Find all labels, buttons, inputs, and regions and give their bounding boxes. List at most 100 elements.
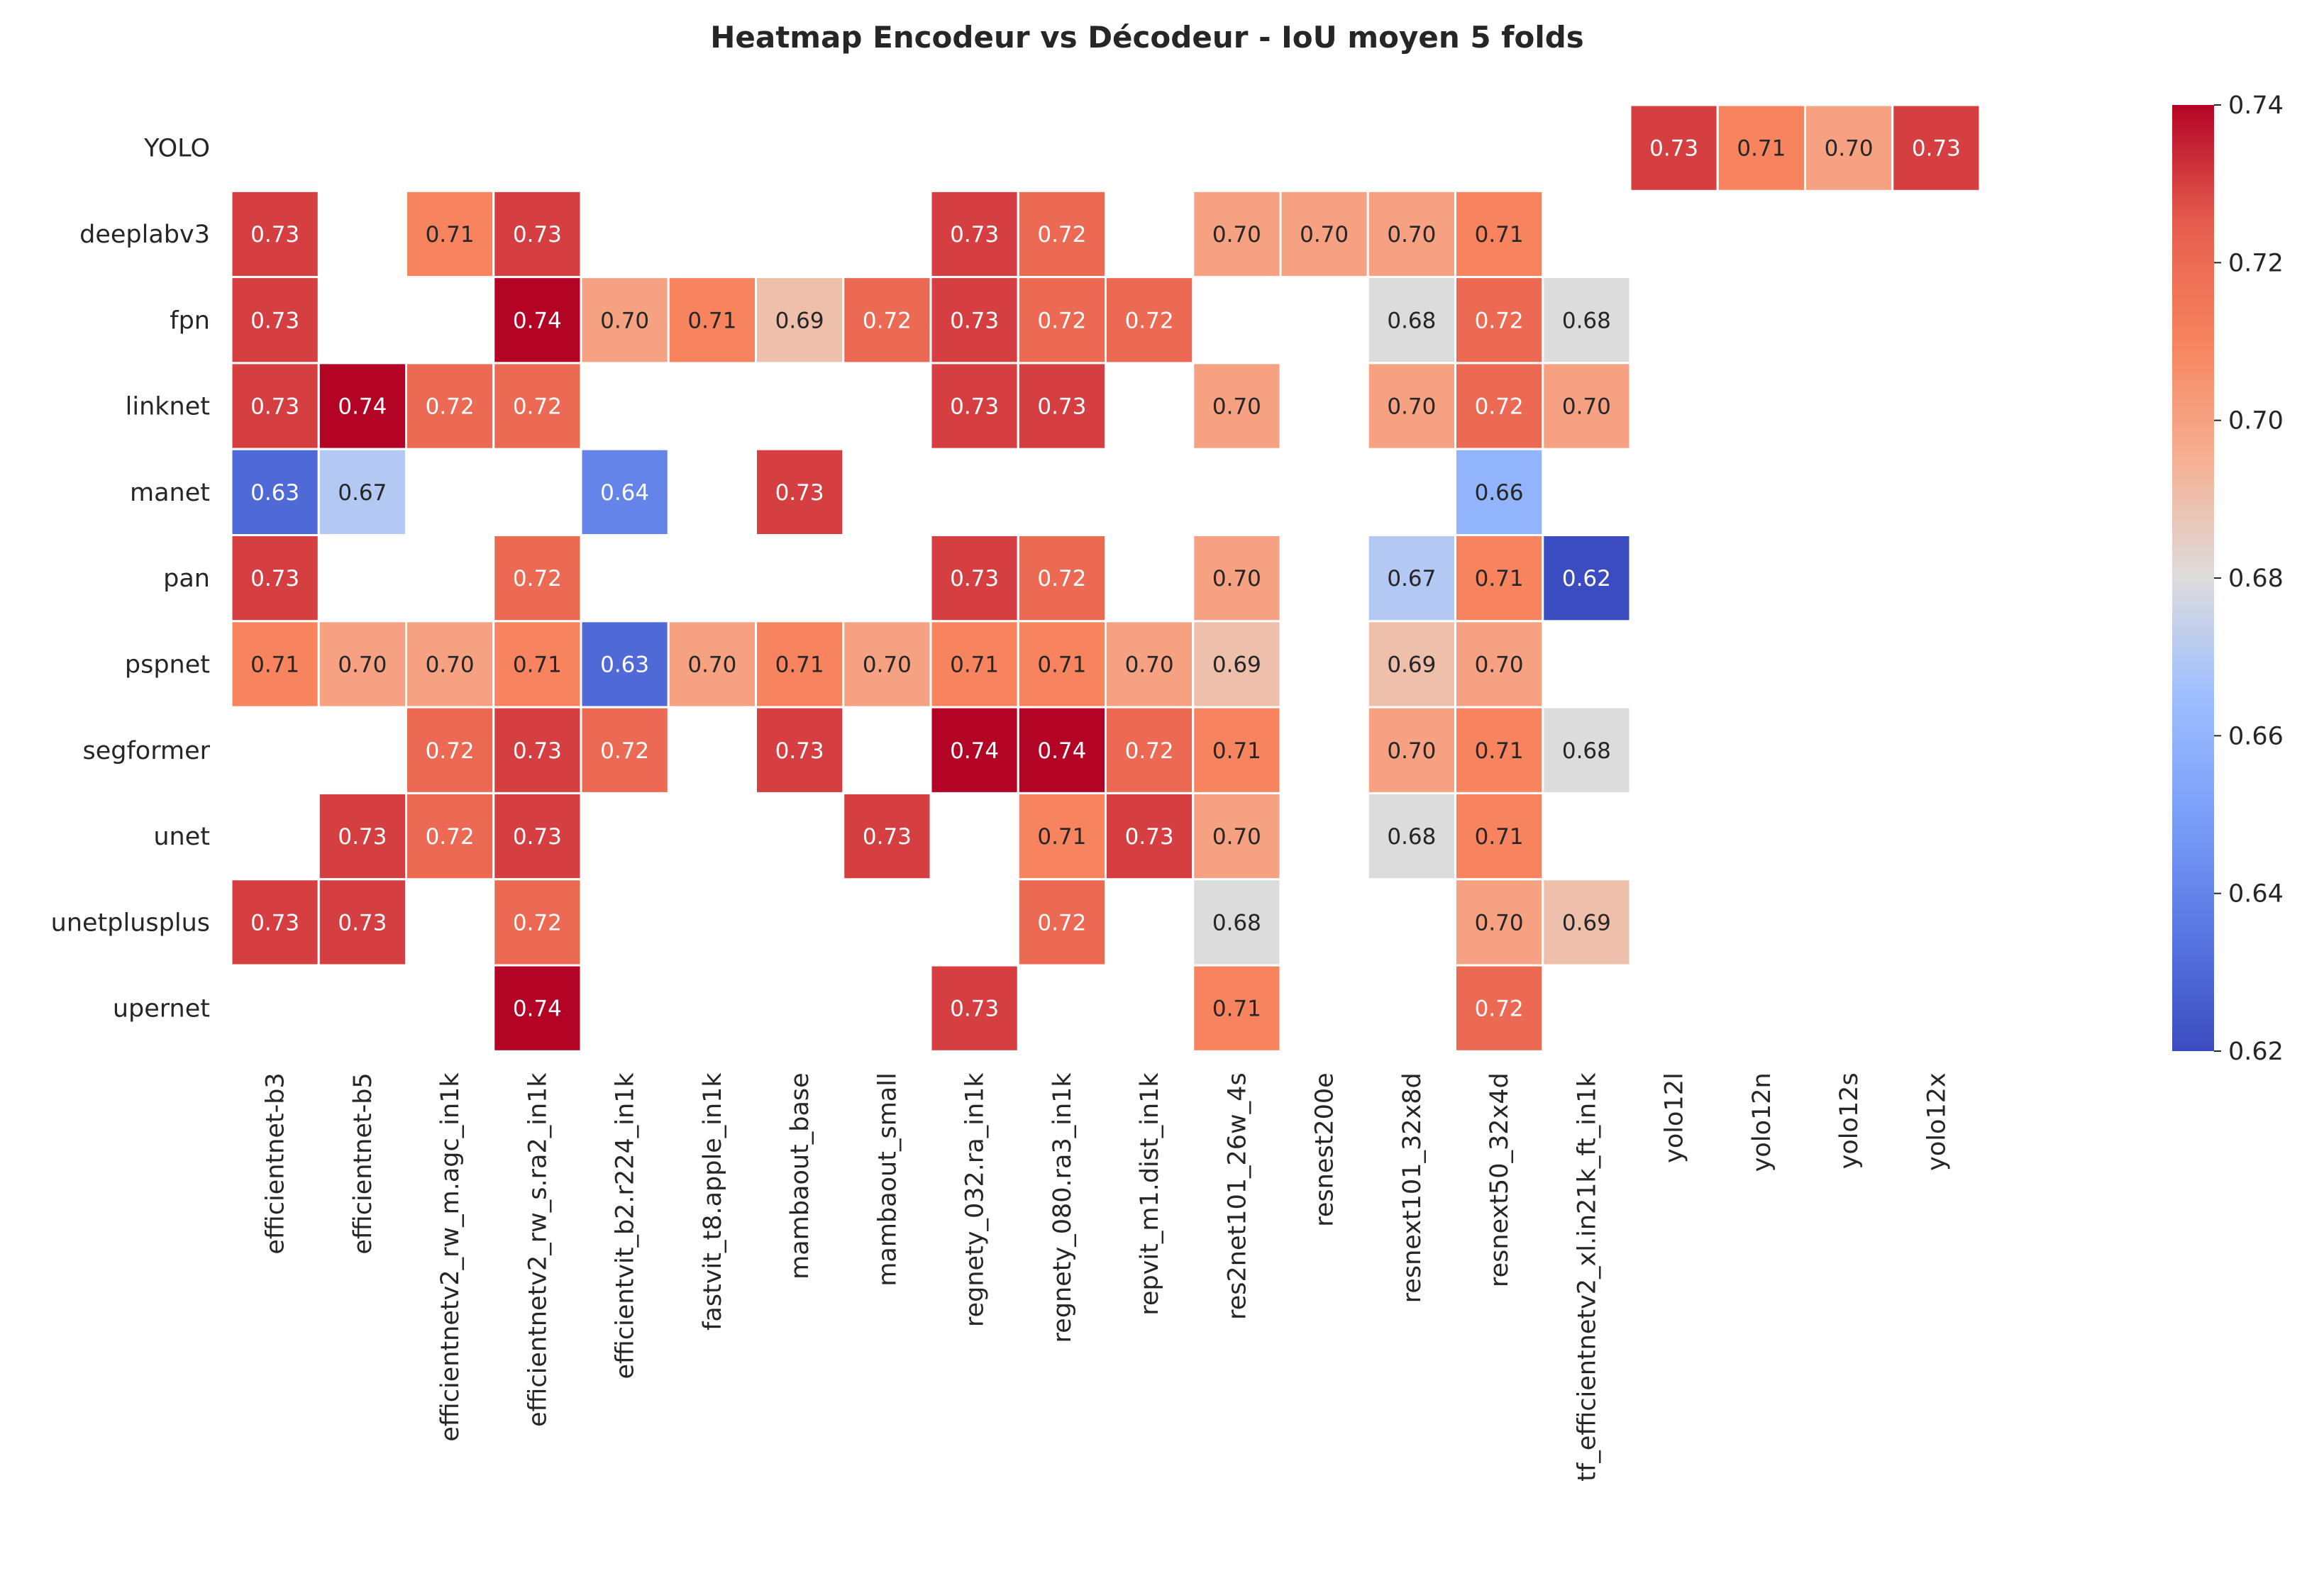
- colorbar-gradient: [2172, 105, 2214, 1051]
- heatmap-cell: [755, 620, 845, 709]
- cell-value-label: 0.73: [513, 824, 562, 850]
- heatmap-cell: [667, 620, 757, 709]
- heatmap-cell: [1017, 362, 1107, 450]
- heatmap-cell: [929, 534, 1019, 623]
- cell-value-label: 0.73: [950, 394, 999, 420]
- column-tick-label: regnety_032.ra_in1k: [961, 1072, 990, 1327]
- column-tick-label: tf_efficientnetv2_xl.in21k_ft_in1k: [1573, 1072, 1601, 1482]
- cell-value-label: 0.71: [1475, 824, 1524, 850]
- column-tick-label: fastvit_t8.apple_in1k: [699, 1072, 727, 1331]
- cell-value-label: 0.70: [1562, 394, 1611, 420]
- heatmap-cell: [1192, 534, 1282, 623]
- heatmap-cell: [405, 792, 495, 881]
- colorbar-tick-label: 0.62: [2228, 1038, 2284, 1066]
- cell-value-label: 0.70: [1475, 652, 1524, 677]
- column-tick-label: resnest200e: [1311, 1072, 1339, 1226]
- cell-value-label: 0.68: [1387, 308, 1436, 333]
- cell-value-label: 0.73: [250, 566, 299, 592]
- heatmap-cell: [1454, 792, 1544, 881]
- heatmap-cell: [1105, 792, 1195, 881]
- heatmap-cell: [1192, 792, 1282, 881]
- heatmap-cell: [317, 448, 407, 537]
- heatmap-cell: [1192, 878, 1282, 967]
- heatmap-cell: [929, 964, 1019, 1053]
- colorbar-tick-label: 0.68: [2228, 565, 2284, 593]
- cell-value-label: 0.70: [1212, 222, 1261, 248]
- cell-value-label: 0.72: [513, 910, 562, 936]
- cell-value-label: 0.73: [950, 308, 999, 333]
- cell-value-label: 0.74: [338, 394, 387, 420]
- heatmap-cell: [1366, 534, 1456, 623]
- column-tick-label: efficientnetv2_rw_s.ra2_in1k: [524, 1072, 552, 1427]
- cell-value-label: 0.66: [1475, 480, 1524, 506]
- cell-value-label: 0.73: [1649, 136, 1698, 162]
- cell-value-label: 0.72: [426, 824, 475, 850]
- heatmap-cell: [317, 792, 407, 881]
- cell-value-label: 0.70: [1125, 652, 1174, 677]
- row-tick-label: unet: [153, 823, 210, 851]
- cell-value-label: 0.71: [1475, 222, 1524, 248]
- cell-value-label: 0.71: [1475, 566, 1524, 592]
- column-tick-label: efficientnetv2_rw_m.agc_in1k: [436, 1072, 465, 1442]
- cell-value-label: 0.72: [1037, 566, 1086, 592]
- cell-value-label: 0.73: [775, 738, 824, 764]
- cell-value-label: 0.73: [775, 480, 824, 506]
- cell-value-label: 0.71: [250, 652, 299, 677]
- cell-value-label: 0.73: [950, 222, 999, 248]
- column-tick-label: yolo12l: [1661, 1072, 1689, 1163]
- cell-value-label: 0.73: [1912, 136, 1961, 162]
- cell-value-label: 0.73: [513, 738, 562, 764]
- cell-value-label: 0.72: [1475, 997, 1524, 1022]
- heatmap-cell: [755, 706, 845, 794]
- cell-value-label: 0.73: [950, 997, 999, 1022]
- heatmap-cell: [580, 276, 670, 365]
- cell-value-label: 0.67: [338, 480, 387, 506]
- row-tick-label: upernet: [113, 995, 210, 1023]
- cell-value-label: 0.71: [513, 652, 562, 677]
- column-tick-label: resnext50_32x4d: [1485, 1072, 1514, 1287]
- heatmap-cell: [317, 620, 407, 709]
- chart-title: Heatmap Encodeur vs Décodeur - IoU moyen…: [710, 20, 1584, 55]
- heatmap-cells: 0.73 0.71 0.70 0.73 0.73 0.71 0.73 0.73 0.72 0.70…: [230, 104, 1981, 1053]
- cell-value-label: 0.70: [338, 652, 387, 677]
- heatmap-cell: [580, 620, 670, 709]
- heatmap-cell: [929, 276, 1019, 365]
- heatmap-cell: [1454, 448, 1544, 537]
- heatmap-cell: [1454, 964, 1544, 1053]
- row-tick-label: linknet: [126, 393, 210, 421]
- cell-value-label: 0.70: [1825, 136, 1874, 162]
- heatmap-cell: [929, 189, 1019, 279]
- heatmap-cell: [1192, 362, 1282, 450]
- heatmap-cell: [1804, 104, 1894, 192]
- cell-value-label: 0.74: [950, 738, 999, 764]
- cell-value-label: 0.64: [600, 480, 649, 506]
- heatmap-cell: [1192, 964, 1282, 1053]
- cell-value-label: 0.68: [1212, 910, 1261, 936]
- cell-value-label: 0.63: [250, 480, 299, 506]
- cell-value-label: 0.72: [513, 566, 562, 592]
- cell-value-label: 0.62: [1562, 566, 1611, 592]
- row-tick-label: YOLO: [143, 135, 210, 163]
- colorbar-tick-label: 0.70: [2228, 407, 2284, 435]
- cell-value-label: 0.70: [1300, 222, 1349, 248]
- heatmap-cell: [492, 878, 582, 967]
- cell-value-label: 0.72: [1475, 394, 1524, 420]
- row-tick-label: unetplusplus: [51, 909, 210, 937]
- heatmap-cell: [492, 706, 582, 794]
- heatmap-cell: [1017, 792, 1107, 881]
- heatmap-cell: [755, 276, 845, 365]
- row-tick-label: manet: [130, 479, 210, 507]
- heatmap-cell: [492, 964, 582, 1053]
- column-tick-label: efficientvit_b2.r224_in1k: [612, 1072, 640, 1380]
- heatmap-cell: [1454, 878, 1544, 967]
- colorbar-tick-label: 0.72: [2228, 249, 2284, 277]
- column-tick-label: yolo12s: [1835, 1072, 1864, 1169]
- heatmap-cell: [667, 276, 757, 365]
- cell-value-label: 0.71: [1212, 738, 1261, 764]
- cell-value-label: 0.73: [250, 308, 299, 333]
- heatmap-cell: [317, 362, 407, 450]
- heatmap-cell: [492, 362, 582, 450]
- heatmap-cell: [317, 878, 407, 967]
- heatmap-cell: [1454, 706, 1544, 794]
